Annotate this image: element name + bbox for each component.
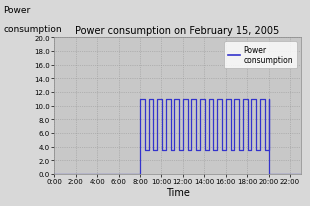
- Text: Power: Power: [3, 6, 30, 15]
- X-axis label: Time: Time: [166, 187, 189, 197]
- Legend: Power
consumption: Power consumption: [224, 42, 297, 69]
- Text: consumption: consumption: [3, 25, 62, 34]
- Title: Power consumption on February 15, 2005: Power consumption on February 15, 2005: [75, 26, 280, 36]
